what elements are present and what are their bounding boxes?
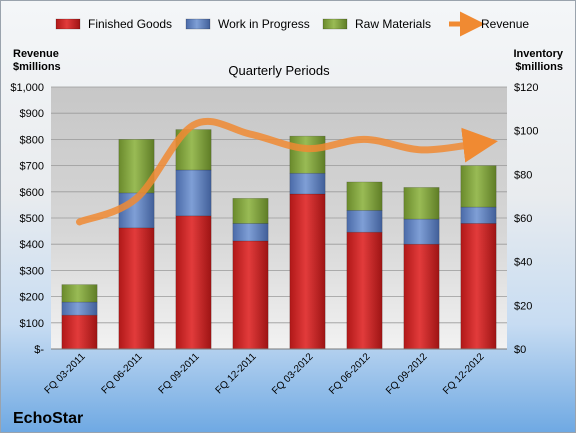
left-tick-label: $700 <box>20 161 44 173</box>
left-tick-label: $200 <box>20 292 44 304</box>
bars <box>61 129 497 350</box>
right-tick-label: $60 <box>514 213 532 225</box>
left-tick-label: $- <box>34 344 44 356</box>
chart-title: Quarterly Periods <box>228 63 330 78</box>
bar-finished-goods <box>61 314 98 350</box>
left-tick-label: $100 <box>20 318 44 330</box>
x-axis: FQ 03-2011 FQ 06-2011 FQ 09-2011 FQ 12-2011… <box>43 348 507 397</box>
bar-raw-materials <box>61 284 98 303</box>
bar-work-in-progress <box>403 218 440 245</box>
legend-revenue: Revenue <box>481 17 529 31</box>
legend-raw-materials: Raw Materials <box>355 17 431 31</box>
legend-swatch <box>55 18 81 30</box>
left-tick-label: $900 <box>20 108 44 120</box>
right-tick-label: $100 <box>514 126 538 138</box>
bar-work-in-progress <box>61 301 98 316</box>
bar-raw-materials <box>289 135 326 174</box>
bar-work-in-progress <box>175 169 212 217</box>
bar-raw-materials <box>232 198 269 224</box>
x-tick-label: FQ 12-2012 <box>441 351 487 397</box>
right-tick-label: $80 <box>514 169 532 181</box>
bar-finished-goods <box>118 227 155 350</box>
right-tick-label: $120 <box>514 82 538 94</box>
right-axis: $0 $20 $40 $60 $80 $100 $120 <box>514 82 538 356</box>
company-name: EchoStar <box>13 410 83 427</box>
axis-title-line: Revenue <box>13 48 59 60</box>
legend-work-in-progress: Work in Progress <box>218 17 310 31</box>
bar-finished-goods <box>289 193 326 350</box>
bar-raw-materials <box>460 165 497 208</box>
legend-finished-goods: Finished Goods <box>88 17 172 31</box>
x-tick-label: FQ 03-2012 <box>270 351 316 397</box>
legend-swatch <box>185 18 211 30</box>
right-tick-label: $0 <box>514 344 526 356</box>
right-axis-title: Inventory $millions <box>513 48 563 73</box>
bar-raw-materials <box>403 187 440 220</box>
bar-work-in-progress <box>289 172 326 195</box>
right-tick-label: $40 <box>514 257 532 269</box>
x-tick-label: FQ 03-2011 <box>43 351 88 396</box>
left-tick-label: $500 <box>20 213 44 225</box>
left-tick-label: $600 <box>20 187 44 199</box>
x-tick-label: FQ 12-2011 <box>214 351 259 396</box>
revenue-series-line <box>76 117 498 226</box>
axis-title-line: $millions <box>13 61 61 73</box>
left-tick-label: $300 <box>20 265 44 277</box>
left-tick-label: $800 <box>20 134 44 146</box>
right-tick-label: $20 <box>514 300 532 312</box>
bar-finished-goods <box>403 243 440 350</box>
revenue-line <box>76 117 498 226</box>
x-tick-label: FQ 06-2011 <box>100 351 145 396</box>
axis-title-line: Inventory <box>513 48 563 60</box>
bar-work-in-progress <box>460 206 497 224</box>
x-tick-label: FQ 09-2011 <box>157 351 202 396</box>
axis-title-line: $millions <box>515 61 563 73</box>
bar-work-in-progress <box>346 210 383 233</box>
legend: Finished Goods Work in Progress Raw Materi… <box>55 11 529 37</box>
left-tick-label: $1,000 <box>10 82 44 94</box>
bar-finished-goods <box>460 223 497 350</box>
bar-work-in-progress <box>232 223 269 242</box>
left-tick-label: $400 <box>20 239 44 251</box>
bar-finished-goods <box>175 215 212 350</box>
legend-swatch <box>322 18 348 30</box>
left-axis-title: Revenue $millions <box>13 48 61 73</box>
bar-finished-goods <box>232 240 269 350</box>
x-tick-label: FQ 09-2012 <box>384 351 430 397</box>
x-tick-label: FQ 06-2012 <box>327 351 373 397</box>
left-axis: $- $100 $200 $300 $400 $500 $600 $700 $800 $900 $1… <box>10 82 44 356</box>
bar-raw-materials <box>346 181 383 211</box>
bar-finished-goods <box>346 231 383 350</box>
